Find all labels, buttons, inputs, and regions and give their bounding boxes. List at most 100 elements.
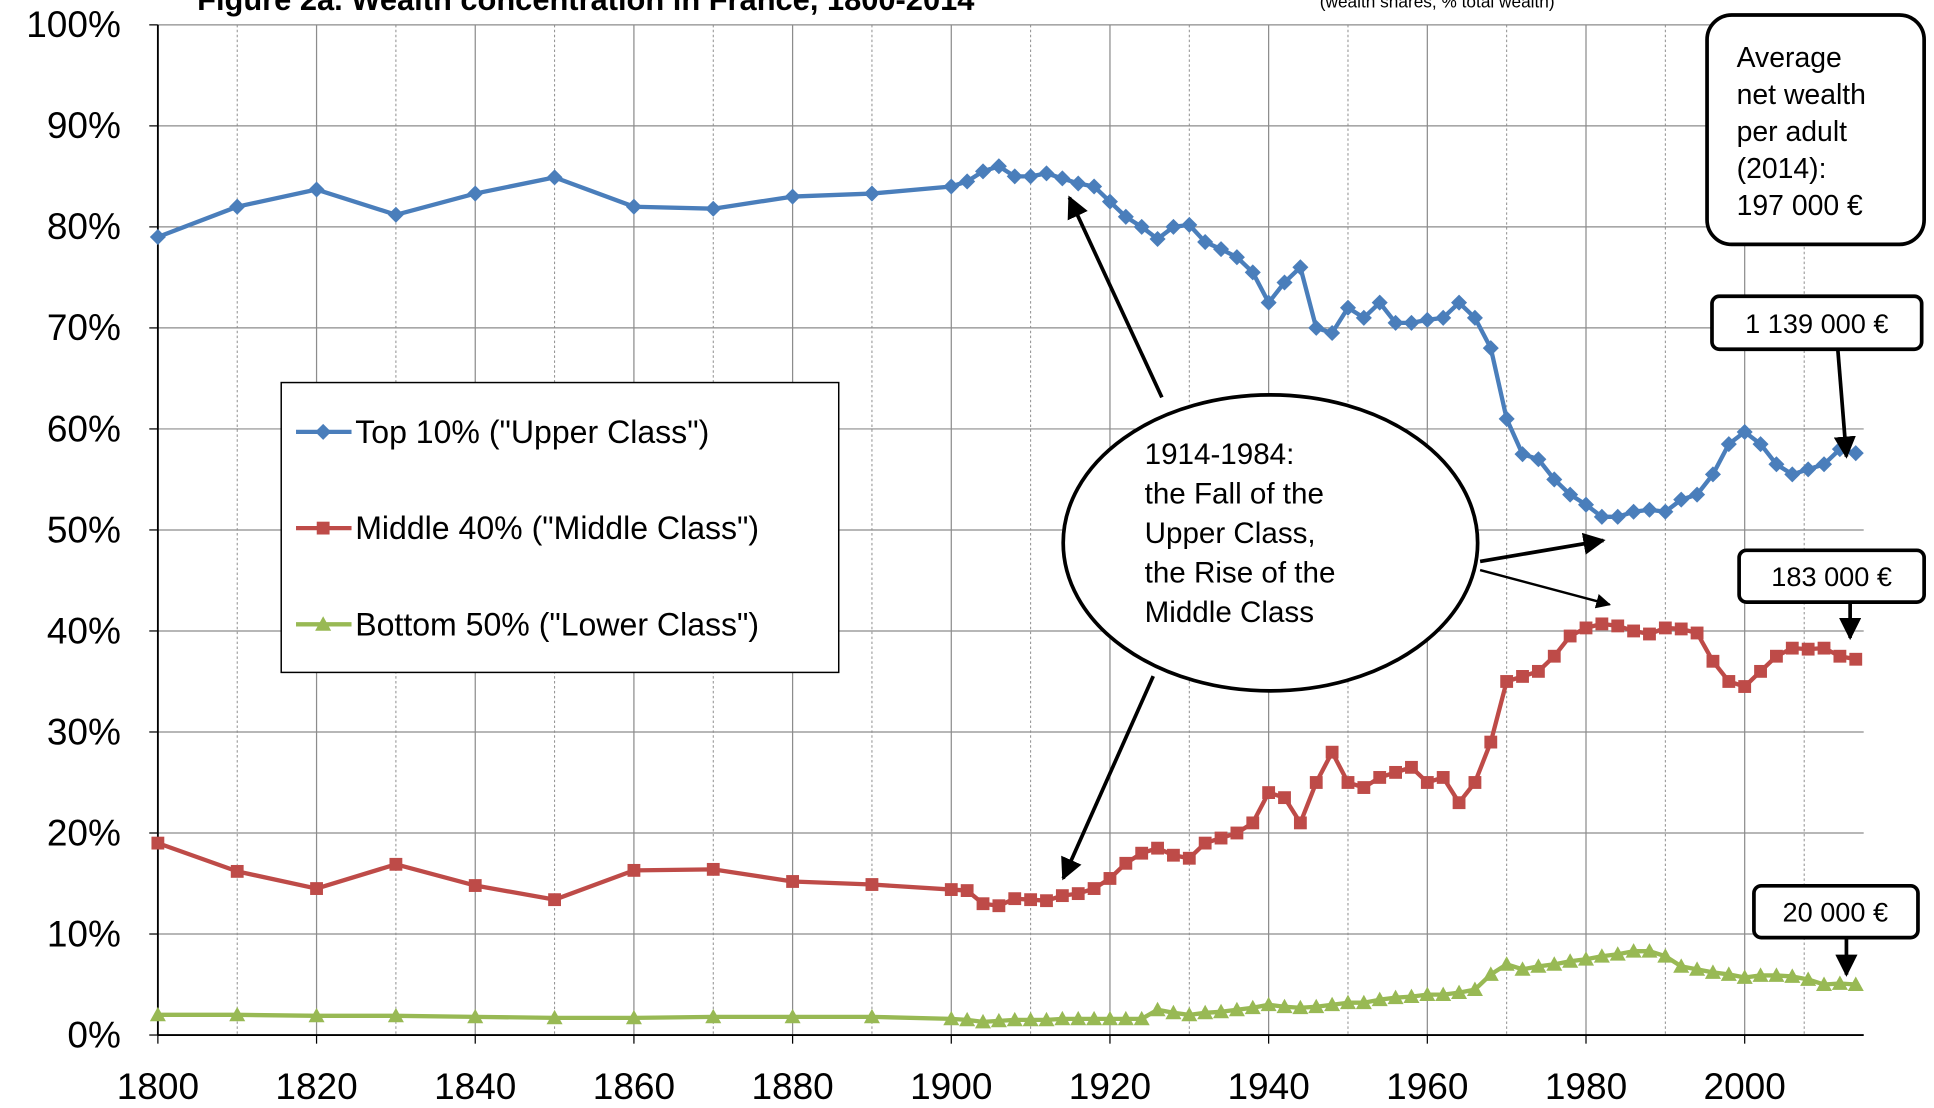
annotation-text: Middle Class [1145, 596, 1314, 629]
marker [1309, 776, 1323, 789]
marker [1482, 966, 1499, 981]
marker [990, 158, 1007, 175]
marker [229, 1006, 246, 1022]
annotation-text: 197 000 € [1737, 190, 1863, 222]
arrow [1833, 349, 1856, 459]
marker [1689, 961, 1706, 976]
marker [1324, 324, 1341, 341]
marker [1768, 967, 1785, 982]
marker [1800, 971, 1817, 986]
y-tick-label: 50% [47, 509, 121, 550]
marker [1133, 218, 1150, 235]
marker [1024, 893, 1038, 907]
callout-box [1752, 883, 1920, 940]
annotation-text: per adult [1737, 116, 1847, 148]
marker [1722, 675, 1736, 688]
marker [1500, 675, 1514, 688]
annotation-text: net wealth [1737, 79, 1866, 111]
marker [1658, 621, 1672, 635]
marker [1689, 486, 1706, 503]
marker [1341, 776, 1355, 789]
y-tick-label: 0% [67, 1014, 120, 1055]
marker [1228, 1001, 1245, 1017]
marker [1435, 986, 1452, 1002]
x-tick-label: 1960 [1386, 1066, 1468, 1107]
marker [1595, 617, 1609, 631]
marker [229, 198, 246, 215]
marker [468, 879, 482, 892]
marker [1324, 996, 1341, 1012]
x-tick-label: 1980 [1545, 1066, 1627, 1107]
marker [1389, 765, 1403, 779]
marker [1086, 1010, 1103, 1026]
marker [149, 228, 166, 246]
marker [1577, 951, 1595, 966]
marker [1246, 816, 1260, 830]
marker [1055, 889, 1069, 903]
marker [863, 1008, 880, 1024]
marker [1452, 796, 1466, 810]
marker [976, 897, 990, 911]
x-tick-label: 1860 [593, 1066, 675, 1107]
marker [1754, 664, 1767, 678]
marker [706, 862, 720, 876]
marker [1562, 486, 1579, 503]
marker [1151, 841, 1164, 855]
marker [151, 836, 165, 850]
marker [1752, 967, 1769, 982]
legend-box [280, 381, 840, 674]
marker [1563, 629, 1577, 643]
marker [1198, 836, 1212, 850]
annotation-text: 20 000 € [1783, 897, 1889, 928]
marker [1087, 882, 1101, 895]
legend-label: Top 10% ("Upper Class") [355, 414, 709, 450]
marker [992, 899, 1006, 913]
marker [625, 198, 642, 215]
marker [1625, 943, 1642, 958]
marker [1738, 680, 1752, 693]
marker [627, 863, 641, 877]
annotation-text: 1 139 000 € [1745, 308, 1888, 339]
marker [943, 178, 960, 195]
marker [1484, 735, 1498, 749]
marker [1833, 649, 1847, 663]
marker [1006, 1011, 1023, 1027]
marker [1149, 231, 1166, 248]
marker [1244, 999, 1261, 1015]
marker [1262, 786, 1276, 800]
marker [1325, 745, 1339, 759]
y-tick-label: 90% [47, 105, 121, 146]
marker [990, 1012, 1007, 1028]
callout-box [1705, 13, 1926, 247]
marker [389, 857, 403, 871]
marker [1817, 641, 1831, 655]
marker [1101, 1010, 1118, 1026]
x-tick-label: 1840 [434, 1066, 516, 1107]
marker [548, 893, 561, 907]
chart-subtitle: (wealth shares, % total wealth) [1320, 0, 1555, 12]
marker [467, 185, 484, 202]
marker [705, 1008, 722, 1024]
marker [975, 163, 992, 180]
marker [1674, 622, 1688, 636]
marker [1673, 958, 1690, 973]
marker [1847, 445, 1864, 462]
marker [1308, 319, 1325, 336]
marker [1117, 1010, 1134, 1026]
marker [960, 884, 974, 897]
marker [705, 200, 722, 217]
marker [1230, 826, 1244, 840]
legend-label: Bottom 50% ("Lower Class") [355, 606, 759, 642]
marker [1355, 994, 1372, 1010]
marker [230, 864, 244, 878]
marker [1801, 642, 1815, 656]
marker [1720, 436, 1737, 453]
annotation-text: the Rise of the [1145, 556, 1336, 589]
marker [1070, 175, 1087, 192]
marker [1214, 831, 1228, 845]
marker [1292, 999, 1309, 1015]
marker [1611, 619, 1625, 633]
annotation-text: Upper Class, [1145, 517, 1316, 550]
callout-ellipse [1061, 393, 1480, 693]
